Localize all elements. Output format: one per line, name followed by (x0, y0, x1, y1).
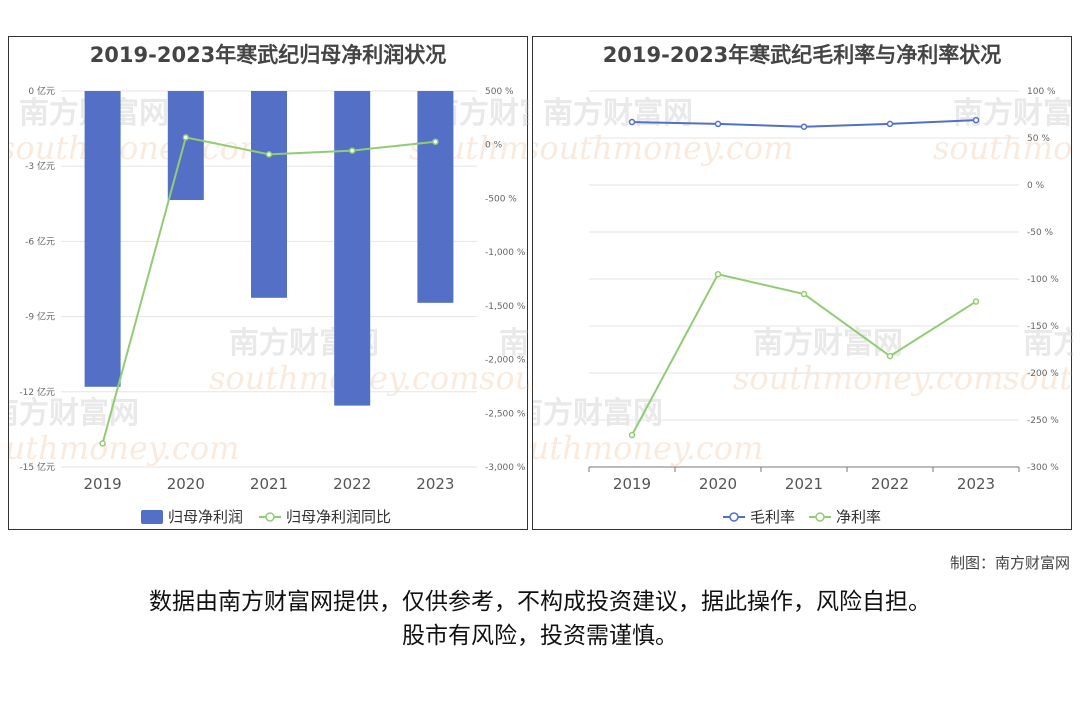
watermark-text-en: southmoney.com (533, 429, 763, 467)
line-point (182, 134, 190, 141)
y-right-tick-label: 100 % (1027, 87, 1056, 97)
watermark-group: 南方财富网southmoney.com南方财富网southmoney.com南方… (533, 96, 1073, 467)
line-point (972, 298, 980, 305)
line-point (265, 151, 273, 158)
right-chart-title: 2019-2023年寒武纪毛利率与净利率状况 (602, 43, 1002, 67)
watermark-text-en: southmoney.com (733, 359, 1003, 397)
bar (251, 91, 287, 298)
y-right-tick-label: -500 % (485, 194, 517, 204)
y-right-tick-label: -1,500 % (485, 302, 526, 312)
legend-label: 毛利率 (750, 508, 795, 526)
line-point (886, 352, 894, 360)
y-right-tick-label: -1,000 % (485, 248, 526, 258)
right-chart-svg: 南方财富网southmoney.com南方财富网southmoney.com南方… (533, 87, 1073, 526)
bar (334, 91, 371, 406)
legend: 毛利率 净利率 (723, 508, 881, 526)
y-right-tick-label: 500 % (485, 87, 514, 97)
x-tick-label: 2019 (613, 475, 651, 493)
y-right-tick-label: 0 % (485, 141, 503, 151)
watermark-text-cn: 南方财富网 (753, 326, 903, 361)
chart-credit: 制图：南方财富网 (949, 554, 1070, 572)
line-point (99, 440, 106, 447)
y-left-tick-label: -12 亿元 (19, 386, 55, 398)
line-point (628, 431, 636, 439)
left-chart-panel: 南方财富网southmoney.com南方财富网southmoney.com南方… (8, 36, 529, 530)
legend-label: 归母净利润同比 (286, 508, 391, 526)
watermark-text-en: southmoney.com (479, 359, 529, 397)
y-left-tick-label: -9 亿元 (25, 311, 55, 323)
line-point (714, 271, 722, 278)
y-left-tick-label: -6 亿元 (25, 235, 55, 247)
x-tick-label: 2022 (333, 475, 371, 493)
line-point (800, 123, 808, 130)
watermark-text-cn: 南方财富网 (499, 326, 529, 361)
y-right-tick-label: -3,000 % (485, 463, 526, 473)
watermark-text-cn: 南方财富网 (533, 396, 663, 431)
x-tick-label: 2022 (871, 475, 909, 493)
watermark-text-cn: 南方财富网 (953, 96, 1073, 131)
line-point (972, 116, 980, 124)
y-left-tick-label: 0 亿元 (28, 85, 55, 97)
line-point (800, 290, 808, 298)
right-chart-panel: 南方财富网southmoney.com南方财富网southmoney.com南方… (532, 36, 1073, 530)
watermark-text-cn: 南方财富网 (543, 96, 693, 131)
bar (84, 91, 121, 387)
line-point (432, 138, 439, 145)
x-tick-label: 2023 (957, 475, 995, 493)
line-point (714, 120, 722, 128)
line-point (348, 147, 356, 154)
watermark-text-en: southmoney.com (533, 129, 793, 167)
watermark-text-cn: 南方财富网 (9, 396, 139, 431)
y-right-tick-label: -50 % (1027, 228, 1054, 238)
line-point (628, 118, 636, 126)
left-chart-svg: 南方财富网southmoney.com南方财富网southmoney.com南方… (9, 85, 529, 526)
y-right-tick-label: -200 % (1027, 369, 1059, 379)
legend-swatch-bar (141, 510, 163, 524)
y-right-tick-label: 0 % (1027, 181, 1045, 191)
watermark-text-en: southmoney.com (9, 129, 269, 167)
y-right-tick-label: -300 % (1027, 463, 1059, 473)
y-right-tick-label: 50 % (1027, 134, 1050, 144)
bar (417, 91, 454, 303)
watermark-text-cn: 南方财富网 (1023, 326, 1073, 361)
legend-swatch-marker (265, 512, 275, 522)
legend-swatch-marker (815, 512, 825, 522)
legend-label: 净利率 (836, 508, 881, 526)
legend: 归母净利润 归母净利润同比 (141, 508, 391, 526)
disclaimer-line-2: 股市有风险，投资需谨慎。 (402, 623, 678, 649)
line-point (886, 120, 894, 128)
y-right-tick-label: -2,500 % (485, 409, 526, 419)
y-right-tick-label: -2,000 % (485, 356, 526, 366)
x-tick-label: 2023 (416, 475, 454, 493)
x-tick-label: 2020 (699, 475, 737, 493)
legend-label: 归母净利润 (168, 508, 243, 526)
x-tick-label: 2019 (84, 475, 122, 493)
watermark-text-en: southmoney.com (1003, 359, 1073, 397)
legend-swatch-marker (729, 512, 739, 522)
y-left-tick-label: -15 亿元 (19, 461, 55, 473)
x-tick-label: 2021 (785, 475, 823, 493)
y-right-tick-label: -150 % (1027, 322, 1059, 332)
disclaimer-line-1: 数据由南方财富网提供，仅供参考，不构成投资建议，据此操作，风险自担。 (149, 589, 931, 615)
y-right-tick-label: -100 % (1027, 275, 1059, 285)
x-tick-label: 2020 (167, 475, 205, 493)
y-right-tick-label: -250 % (1027, 416, 1059, 426)
left-chart-title: 2019-2023年寒武纪归母净利润状况 (89, 43, 447, 67)
watermark-text-en: southmoney.com (933, 129, 1073, 167)
x-tick-label: 2021 (250, 475, 288, 493)
y-left-tick-label: -3 亿元 (25, 160, 55, 172)
watermark-text-en: southmoney.com (9, 429, 239, 467)
